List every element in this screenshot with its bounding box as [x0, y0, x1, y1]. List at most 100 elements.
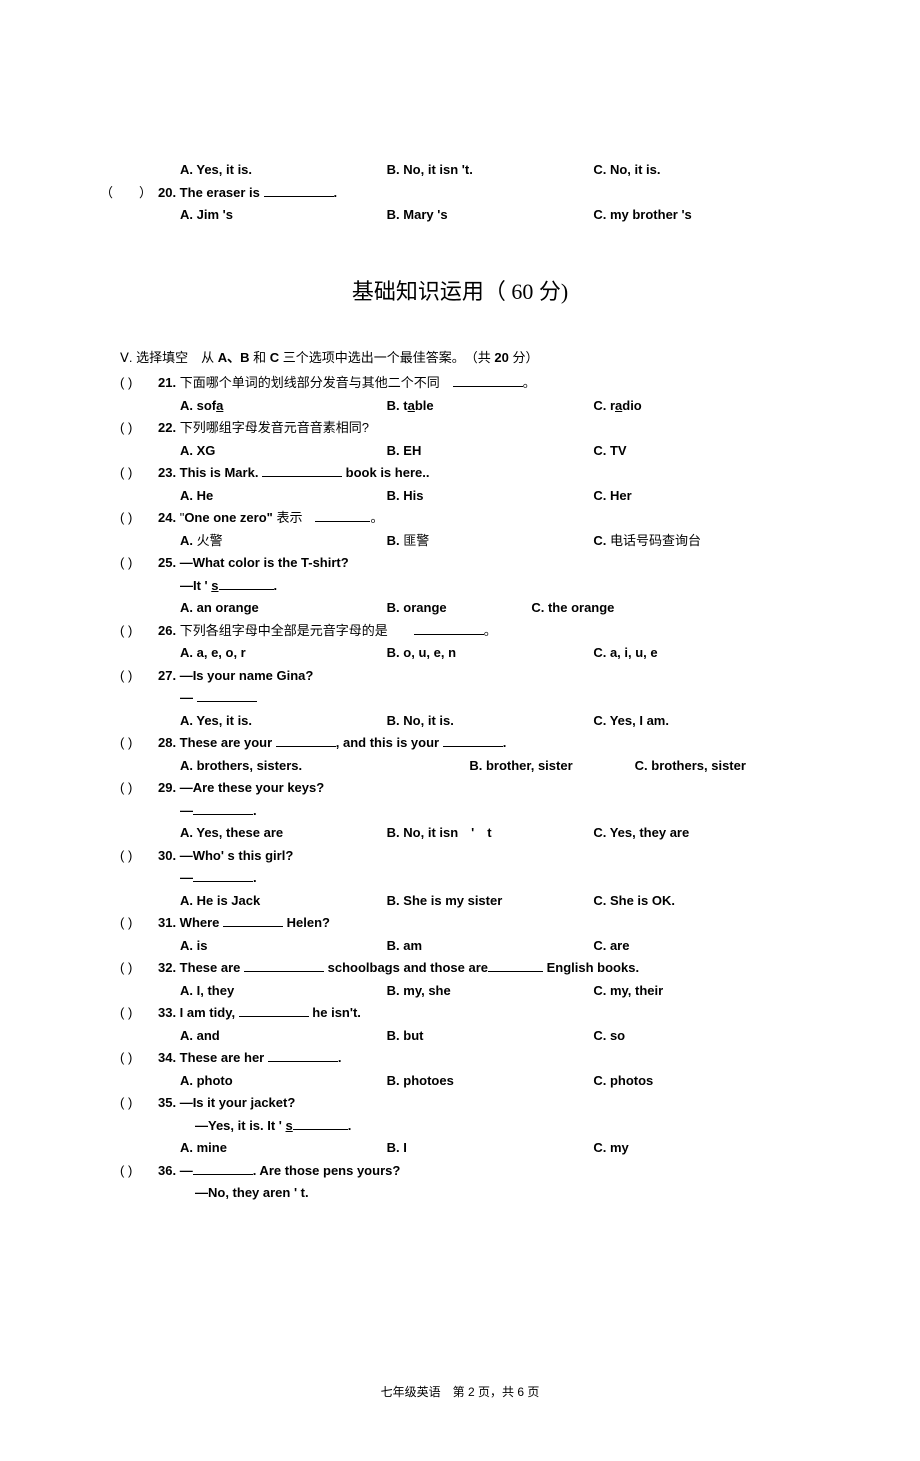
bracket: ( ): [120, 666, 158, 686]
opt-b: B. Mary 's: [387, 205, 594, 225]
q35-row: ( ) 35. —Is it your jacket?: [120, 1093, 800, 1113]
q24-row: ( ) 24. "One one zero" 表示 。: [120, 508, 800, 528]
q28-options: A. brothers, sisters. B. brother, sister…: [120, 756, 800, 776]
q27-options: A. Yes, it is. B. No, it is. C. Yes, I a…: [120, 711, 800, 731]
bracket: ( ): [120, 1048, 158, 1068]
intro-g: 分）: [509, 350, 539, 365]
opt-a: A. I, they: [180, 981, 387, 1001]
q21-text: 21. 下面哪个单词的划线部分发音与其他二个不同 。: [158, 373, 800, 393]
opt-c: C. my: [593, 1138, 800, 1158]
opt-c: C. TV: [593, 441, 800, 461]
opt-a: A. sofa: [180, 396, 387, 416]
blank: [193, 881, 253, 882]
q27-row: ( ) 27. —Is your name Gina?: [120, 666, 800, 686]
opt-c: C. brothers, sister: [635, 756, 800, 776]
bracket: ( ): [120, 778, 158, 798]
q20-options: A. Jim 's B. Mary 's C. my brother 's: [120, 205, 800, 225]
opt-a: A. mine: [180, 1138, 387, 1158]
q32-options: A. I, they B. my, she C. my, their: [120, 981, 800, 1001]
opt-a: A. Yes, it is.: [180, 711, 387, 731]
q25-n: 25.: [158, 555, 180, 570]
q30-row: ( ) 30. —Who' s this girl?: [120, 846, 800, 866]
opt-a: A. Jim 's: [180, 205, 387, 225]
q22-t: 下列哪组字母发音元音音素相同?: [176, 420, 369, 435]
q27-line2: —: [180, 688, 800, 708]
bracket: ( ): [120, 1093, 158, 1113]
opt-a: A. XG: [180, 441, 387, 461]
q31-options: A. is B. am C. are: [120, 936, 800, 956]
opt-b: B. brother, sister: [469, 756, 634, 776]
opt-b: B. but: [387, 1026, 594, 1046]
q25-row: ( ) 25. —What color is the T-shirt?: [120, 553, 800, 573]
opt-b: B. 匪警: [387, 531, 594, 551]
bracket: ( ): [120, 733, 158, 753]
q23-after: book is here..: [342, 465, 429, 480]
opt-b: B. No, it isn 't.: [387, 160, 594, 180]
opt-a: A. an orange: [180, 598, 387, 618]
opt-a: A. a, e, o, r: [180, 643, 387, 663]
bracket: ( ): [120, 463, 158, 483]
q25-text: 25. —What color is the T-shirt?: [158, 553, 800, 573]
q24-after: 。: [370, 510, 383, 525]
q23-options: A. He B. His C. Her: [120, 486, 800, 506]
opt-a: A. He: [180, 486, 387, 506]
q21-n: 21.: [158, 375, 176, 390]
q32-text: 32. These are schoolbags and those are E…: [158, 958, 800, 978]
q33-text: 33. I am tidy, he isn't.: [158, 1003, 800, 1023]
q25-options: A. an orange B. orange C. the orange: [120, 598, 800, 618]
q35-options: A. mine B. I C. my: [120, 1138, 800, 1158]
q20-num: 20. The eraser is: [158, 185, 264, 200]
q23-n: 23. This is Mark.: [158, 465, 262, 480]
blank: [264, 196, 334, 197]
q21-options: A. sofa B. table C. radio: [120, 396, 800, 416]
q30-options: A. He is Jack B. She is my sister C. She…: [120, 891, 800, 911]
opt-a: A. Yes, it is.: [180, 160, 387, 180]
opt-a: A. Yes, these are: [180, 823, 387, 843]
bracket: ( ): [120, 846, 158, 866]
blank: [197, 701, 257, 702]
blank: [414, 634, 484, 635]
q20-bracket: （ ）: [100, 183, 158, 203]
opt-c: C. Yes, they are: [593, 823, 800, 843]
blank: [219, 589, 274, 590]
intro-d: C: [270, 350, 279, 365]
q26-n: 26.: [158, 623, 176, 638]
q22-row: ( ) 22. 下列哪组字母发音元音音素相同?: [120, 418, 800, 438]
q22-text: 22. 下列哪组字母发音元音音素相同?: [158, 418, 800, 438]
q34-text: 34. These are her .: [158, 1048, 800, 1068]
q33-options: A. and B. but C. so: [120, 1026, 800, 1046]
q35-line2: —Yes, it is. It ' s.: [195, 1116, 800, 1136]
section-intro: Ⅴ. 选择填空 从 A、B 和 C 三个选项中选出一个最佳答案。 （共 20 分…: [120, 348, 800, 368]
q21-after: 。: [523, 375, 536, 390]
intro-a: Ⅴ. 选择填空 从: [120, 350, 218, 365]
q29-text: 29. —Are these your keys?: [158, 778, 800, 798]
opt-b: B. am: [387, 936, 594, 956]
q29-row: ( ) 29. —Are these your keys?: [120, 778, 800, 798]
blank: [453, 386, 523, 387]
q22-n: 22.: [158, 420, 176, 435]
opt-c: C. photos: [593, 1071, 800, 1091]
opt-c: C. the orange: [531, 598, 800, 618]
q23-row: ( ) 23. This is Mark. book is here..: [120, 463, 800, 483]
opt-b: B. my, she: [387, 981, 594, 1001]
q21-t: 下面哪个单词的划线部分发音与其他二个不同: [176, 375, 453, 390]
q26-row: ( ) 26. 下列各组字母中全部是元音字母的是 。: [120, 621, 800, 641]
opt-c: C. She is OK.: [593, 891, 800, 911]
q32-row: ( ) 32. These are schoolbags and those a…: [120, 958, 800, 978]
section-title: 基础知识运用（ 60 分): [120, 275, 800, 308]
opt-b: B. No, it isn ' t: [387, 823, 594, 843]
bracket: ( ): [120, 373, 158, 393]
opt-b: B. His: [387, 486, 594, 506]
opt-a: A. brothers, sisters.: [180, 756, 469, 776]
bracket: ( ): [120, 913, 158, 933]
opt-c: C. a, i, u, e: [593, 643, 800, 663]
q29-line2: —.: [180, 801, 800, 821]
opt-b: B. orange: [387, 598, 532, 618]
opt-c: C. radio: [593, 396, 800, 416]
q28-text: 28. These are your , and this is your .: [158, 733, 800, 753]
opt-b: B. No, it is.: [387, 711, 594, 731]
blank: [315, 521, 370, 522]
q24-text: 24. "One one zero" 表示 。: [158, 508, 800, 528]
intro-b: A、B: [218, 350, 250, 365]
q25-line2: —It ' s.: [180, 576, 800, 596]
